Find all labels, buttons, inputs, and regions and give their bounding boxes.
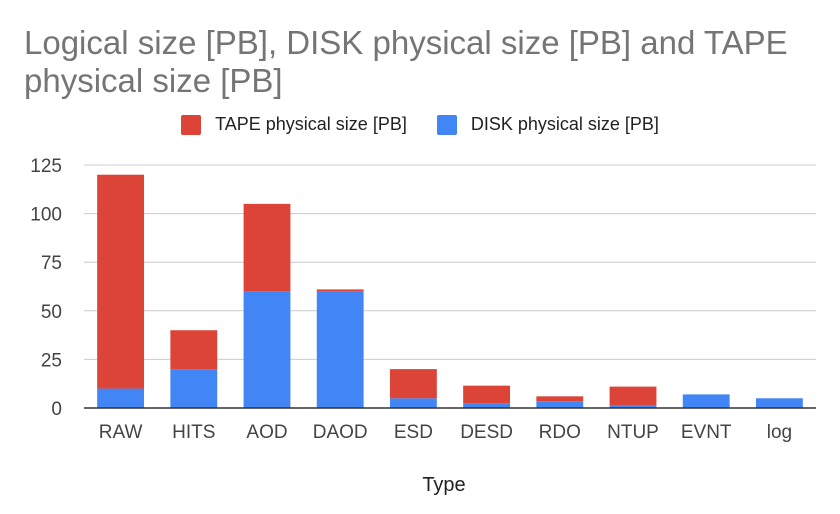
bar-tape-hits[interactable] — [170, 330, 218, 370]
bar-disk-desd[interactable] — [463, 403, 511, 408]
y-tick-label: 125 — [30, 156, 62, 177]
bar-tape-ntup[interactable] — [609, 386, 657, 406]
bar-tape-daod[interactable] — [316, 289, 364, 292]
bar-disk-esd[interactable] — [389, 398, 437, 408]
legend-item-disk[interactable]: DISK physical size [PB] — [436, 114, 659, 135]
x-tick-label: log — [767, 422, 792, 443]
bar-tape-aod[interactable] — [243, 203, 291, 292]
bar-disk-evnt[interactable] — [682, 394, 730, 408]
bar-disk-ntup[interactable] — [609, 405, 657, 408]
y-tick-label: 75 — [41, 253, 62, 274]
bar-disk-rdo[interactable] — [536, 401, 584, 408]
legend-item-tape[interactable]: TAPE physical size [PB] — [181, 114, 407, 135]
x-axis-title: Type — [422, 474, 465, 496]
bar-tape-esd[interactable] — [389, 369, 437, 399]
bar-disk-aod[interactable] — [243, 291, 291, 408]
bar-tape-desd[interactable] — [463, 385, 511, 404]
bar-disk-hits[interactable] — [170, 369, 218, 408]
legend-label-tape: TAPE physical size [PB] — [215, 114, 407, 134]
x-tick-label: DAOD — [313, 422, 368, 443]
chart-title: Logical size [PB], DISK physical size [P… — [24, 24, 788, 99]
y-tick-label: 0 — [51, 399, 62, 420]
x-tick-label: DESD — [460, 422, 513, 443]
x-tick-label: RAW — [99, 422, 143, 443]
bar-disk-log[interactable] — [755, 398, 803, 408]
bar-tape-raw[interactable] — [97, 174, 145, 389]
legend-label-disk: DISK physical size [PB] — [470, 114, 659, 134]
bar-tape-rdo[interactable] — [536, 396, 584, 402]
y-tick-label: 50 — [41, 302, 62, 323]
bar-disk-daod[interactable] — [316, 291, 364, 408]
legend-swatch-disk — [436, 114, 457, 135]
x-tick-label: AOD — [246, 422, 287, 443]
y-tick-label: 100 — [30, 205, 62, 226]
y-tick-label: 25 — [41, 350, 62, 371]
bar-disk-raw[interactable] — [97, 388, 145, 408]
x-tick-label: RDO — [539, 422, 581, 443]
legend-swatch-tape — [181, 114, 202, 135]
x-tick-label: ESD — [394, 422, 433, 443]
x-tick-label: EVNT — [681, 422, 732, 443]
x-tick-label: NTUP — [607, 422, 659, 443]
x-tick-label: HITS — [172, 422, 215, 443]
legend: TAPE physical size [PB] DISK physical si… — [0, 114, 840, 135]
